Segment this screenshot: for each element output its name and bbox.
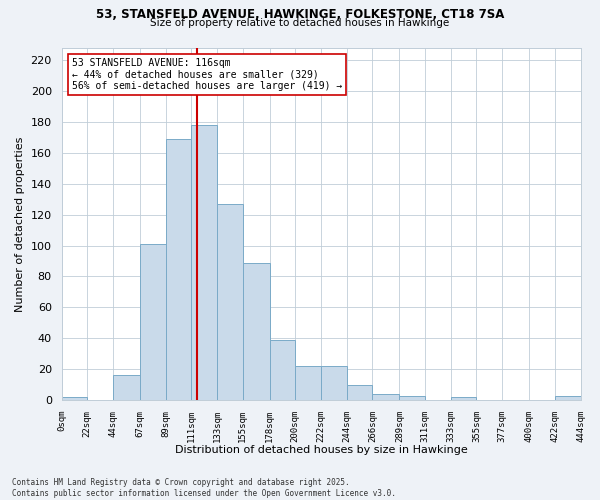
Bar	[140, 244, 166, 400]
Bar	[243, 262, 269, 400]
Bar	[166, 139, 191, 400]
Bar	[347, 385, 373, 400]
Text: 53, STANSFELD AVENUE, HAWKINGE, FOLKESTONE, CT18 7SA: 53, STANSFELD AVENUE, HAWKINGE, FOLKESTO…	[96, 8, 504, 20]
Text: Contains HM Land Registry data © Crown copyright and database right 2025.
Contai: Contains HM Land Registry data © Crown c…	[12, 478, 396, 498]
Bar	[555, 396, 581, 400]
Bar	[373, 394, 400, 400]
Bar	[113, 376, 140, 400]
Y-axis label: Number of detached properties: Number of detached properties	[15, 136, 25, 312]
Bar	[295, 366, 321, 400]
Bar	[321, 366, 347, 400]
Text: 53 STANSFELD AVENUE: 116sqm
← 44% of detached houses are smaller (329)
56% of se: 53 STANSFELD AVENUE: 116sqm ← 44% of det…	[72, 58, 342, 92]
Bar	[269, 340, 295, 400]
Bar	[400, 396, 425, 400]
Bar	[191, 125, 217, 400]
Text: Size of property relative to detached houses in Hawkinge: Size of property relative to detached ho…	[151, 18, 449, 28]
Bar	[62, 397, 87, 400]
Bar	[451, 397, 476, 400]
X-axis label: Distribution of detached houses by size in Hawkinge: Distribution of detached houses by size …	[175, 445, 467, 455]
Bar	[217, 204, 243, 400]
